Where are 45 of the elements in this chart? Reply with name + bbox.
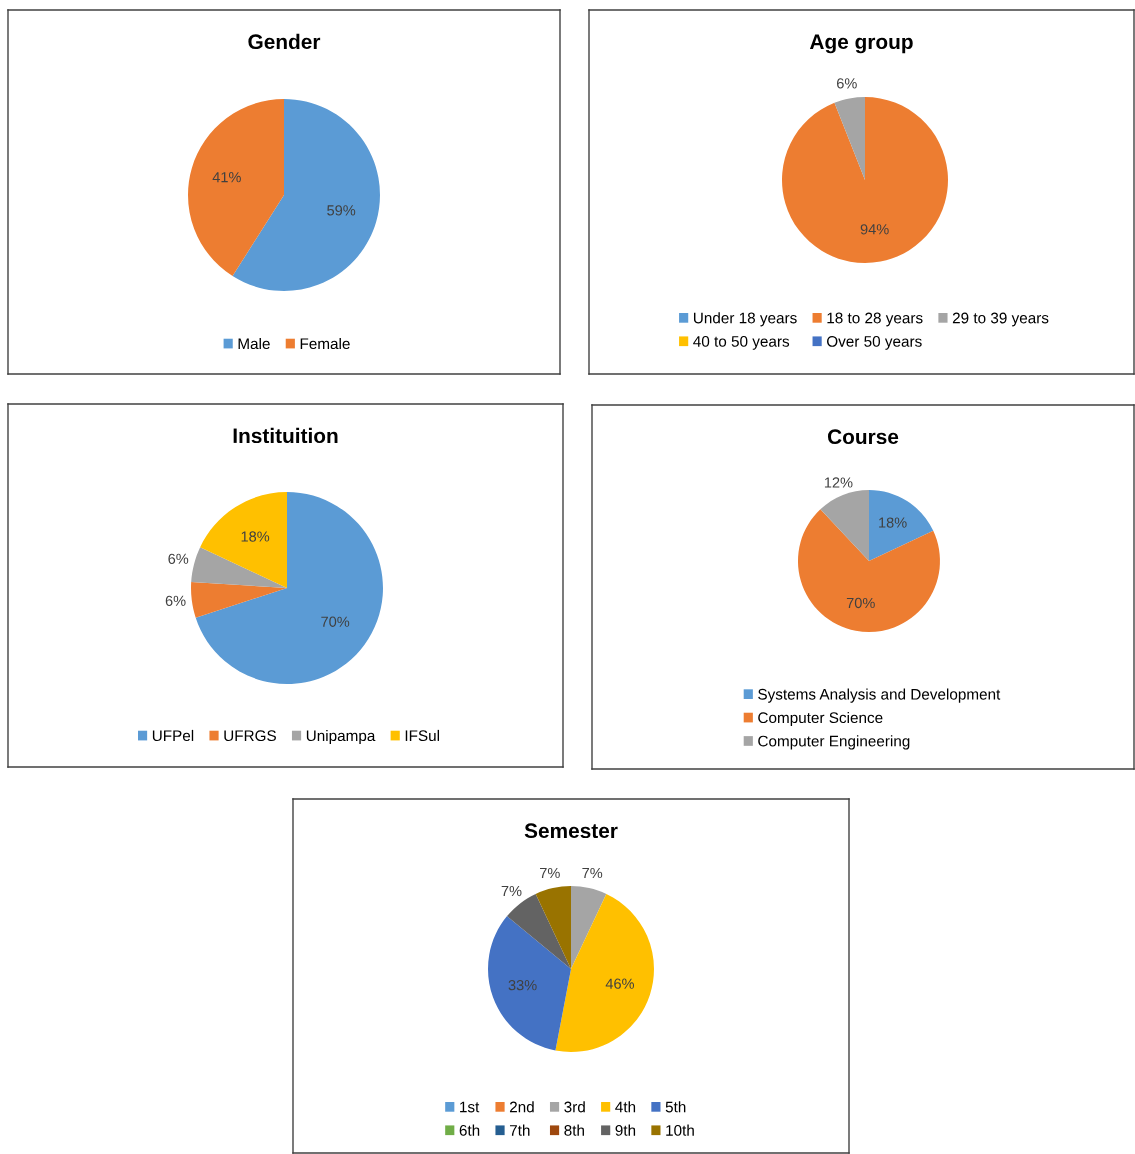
legend-label: 3rd [564, 1101, 585, 1113]
legend-label: 40 to 50 years [693, 335, 790, 350]
legend-label: 7th [509, 1124, 530, 1136]
legend-label: Unipampa [306, 729, 376, 745]
data-label: 7% [540, 867, 560, 879]
chart-title: Semester [524, 823, 618, 839]
legend-label: IFSul [405, 729, 439, 742]
chart-title: Gender [248, 33, 321, 50]
data-label: 18% [241, 531, 270, 542]
legend-label: 4th [615, 1101, 636, 1113]
legend-label: Computer Science [758, 711, 883, 727]
data-label: 41% [212, 172, 241, 183]
legend-label: 29 to 39 years [952, 312, 1049, 327]
data-label: 6% [168, 553, 189, 564]
chart-title: Instituition [233, 427, 338, 444]
legend-label: Female [300, 337, 350, 350]
data-label: 59% [327, 205, 356, 216]
data-label: 18% [879, 517, 907, 528]
legend-label: 2nd [509, 1101, 534, 1113]
legend-label: 6th [459, 1124, 480, 1136]
data-label: 46% [605, 978, 635, 989]
data-label: 12% [824, 477, 853, 488]
legend-label: 8th [564, 1124, 584, 1136]
legend-label: UFRGS [224, 730, 276, 742]
legend-label: 18 to 28 years [827, 312, 923, 327]
data-label: 70% [321, 616, 350, 627]
data-label: 70% [846, 597, 875, 609]
legend-label: Computer Engineering [758, 735, 910, 750]
legend-label: 5th [665, 1101, 686, 1113]
data-label: 33% [508, 980, 537, 991]
chart-title: Age group [809, 34, 913, 54]
legend-label: 1st [460, 1101, 480, 1113]
data-label: 7% [582, 867, 603, 879]
data-label: 7% [501, 885, 522, 897]
legend-label: Systems Analysis and Development [758, 688, 1001, 703]
data-label: 94% [860, 224, 889, 235]
legend-label: Under 18 years [693, 312, 797, 327]
legend-label: Over 50 years [827, 335, 922, 350]
legend-label: UFPel [152, 729, 194, 742]
data-label: 6% [837, 78, 857, 89]
legend-label: 9th [615, 1124, 636, 1136]
legend-label: 10th [666, 1124, 694, 1136]
data-label: 6% [165, 595, 186, 606]
legend-label: Male [238, 337, 270, 350]
chart-title: Course [827, 429, 899, 445]
